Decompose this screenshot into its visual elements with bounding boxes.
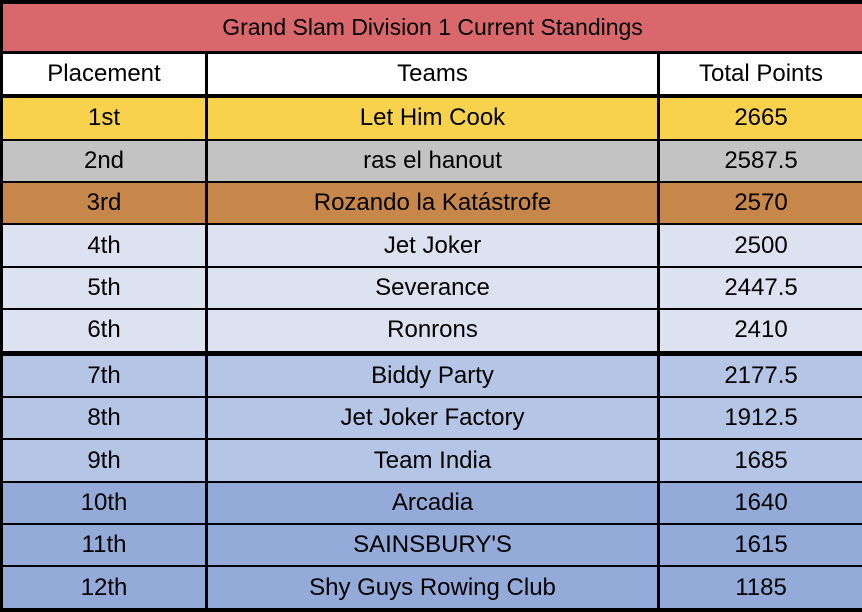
header-total-points: Total Points	[656, 51, 862, 99]
table-row: 1st Let Him Cook 2665	[0, 95, 862, 141]
header-teams: Teams	[205, 51, 660, 99]
table-row: 4th Jet Joker 2500	[0, 223, 862, 268]
points-cell: 1615	[656, 523, 862, 568]
placement-cell: 12th	[0, 565, 208, 612]
title-row: Grand Slam Division 1 Current Standings	[0, 0, 862, 54]
header-placement: Placement	[0, 51, 208, 99]
placement-cell: 5th	[0, 265, 208, 311]
table-row: 3rd Rozando la Katástrofe 2570	[0, 181, 862, 226]
points-cell: 1640	[656, 480, 862, 526]
placement-cell: 3rd	[0, 181, 208, 226]
placement-cell: 11th	[0, 523, 208, 568]
table-row: 9th Team India 1685	[0, 438, 862, 483]
team-cell: Arcadia	[205, 480, 660, 526]
placement-cell: 2nd	[0, 138, 208, 184]
placement-cell: 9th	[0, 438, 208, 483]
table-row: 5th Severance 2447.5	[0, 265, 862, 311]
points-cell: 2587.5	[656, 138, 862, 184]
points-cell: 2177.5	[656, 350, 862, 399]
team-cell: Jet Joker	[205, 223, 660, 268]
table-title: Grand Slam Division 1 Current Standings	[0, 0, 862, 54]
team-cell: Team India	[205, 438, 660, 483]
team-cell: Jet Joker Factory	[205, 396, 660, 441]
points-cell: 1185	[656, 565, 862, 612]
table-row: 8th Jet Joker Factory 1912.5	[0, 396, 862, 441]
placement-cell: 6th	[0, 308, 208, 355]
table-row: 6th Ronrons 2410	[0, 308, 862, 355]
team-cell: Shy Guys Rowing Club	[205, 565, 660, 612]
table-row: 12th Shy Guys Rowing Club 1185	[0, 565, 862, 612]
table-row: 2nd ras el hanout 2587.5	[0, 138, 862, 184]
team-cell: Rozando la Katástrofe	[205, 181, 660, 226]
team-cell: SAINSBURY'S	[205, 523, 660, 568]
team-cell: ras el hanout	[205, 138, 660, 184]
table-row: 11th SAINSBURY'S 1615	[0, 523, 862, 568]
table-row: 10th Arcadia 1640	[0, 480, 862, 526]
points-cell: 1912.5	[656, 396, 862, 441]
points-cell: 2665	[656, 95, 862, 141]
table-row: 7th Biddy Party 2177.5	[0, 350, 862, 399]
team-cell: Biddy Party	[205, 350, 660, 399]
placement-cell: 4th	[0, 223, 208, 268]
points-cell: 2570	[656, 181, 862, 226]
placement-cell: 10th	[0, 480, 208, 526]
points-cell: 1685	[656, 438, 862, 483]
points-cell: 2500	[656, 223, 862, 268]
team-cell: Severance	[205, 265, 660, 311]
header-row: Placement Teams Total Points	[0, 51, 862, 99]
team-cell: Let Him Cook	[205, 95, 660, 141]
team-cell: Ronrons	[205, 308, 660, 355]
placement-cell: 7th	[0, 350, 208, 399]
points-cell: 2447.5	[656, 265, 862, 311]
placement-cell: 1st	[0, 95, 208, 141]
placement-cell: 8th	[0, 396, 208, 441]
points-cell: 2410	[656, 308, 862, 355]
